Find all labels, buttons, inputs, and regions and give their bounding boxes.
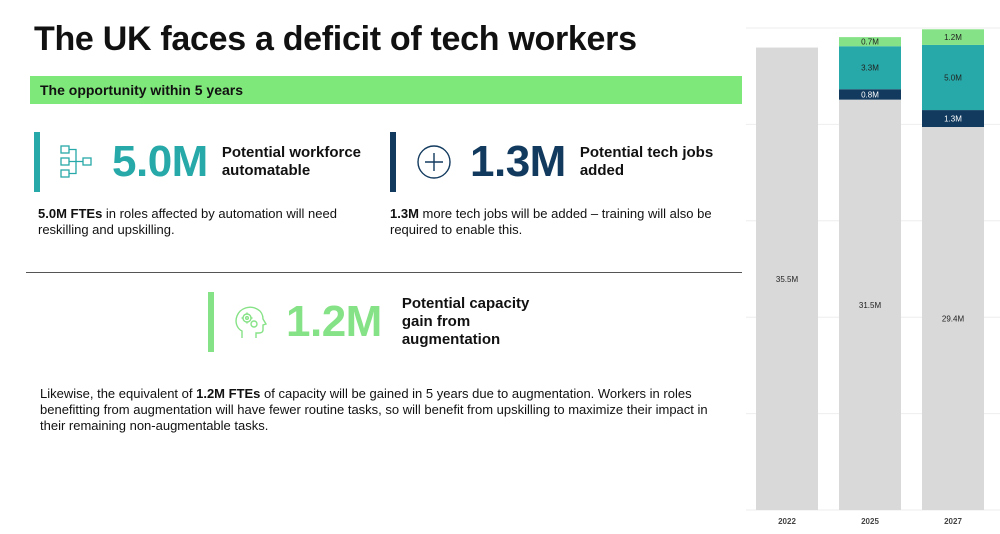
bar-segment xyxy=(839,89,901,100)
x-tick-label: 2022 xyxy=(778,517,796,526)
bar-segment xyxy=(839,37,901,47)
stat-added-label: Potential tech jobs added xyxy=(579,144,714,179)
accent-bar xyxy=(34,132,40,192)
head-gears-icon xyxy=(230,302,270,342)
data-label: 5.0M xyxy=(944,74,962,83)
data-label: 35.5M xyxy=(776,275,799,284)
bar-segment xyxy=(922,44,984,111)
subtitle-banner: The opportunity within 5 years xyxy=(30,76,742,104)
bar-segment xyxy=(922,110,984,128)
stat-augmentation-description: Likewise, the equivalent of 1.2M FTEs of… xyxy=(40,386,708,433)
x-tick-label: 2027 xyxy=(944,517,962,526)
stat-added-value: 1.3M xyxy=(470,137,566,186)
data-label: 0.7M xyxy=(861,38,879,47)
stat-automatable-value: 5.0M xyxy=(112,137,208,186)
x-tick-label: 2025 xyxy=(861,517,879,526)
accent-bar xyxy=(390,132,396,192)
page-title: The UK faces a deficit of tech workers xyxy=(34,20,637,58)
subtitle-text: The opportunity within 5 years xyxy=(40,82,244,98)
data-label: 31.5M xyxy=(859,301,882,310)
flowchart-icon xyxy=(56,142,96,182)
stat-augmentation-label: Potential capacity gain from augmentatio… xyxy=(401,295,530,348)
bar-segment xyxy=(922,127,984,510)
accent-bar xyxy=(208,292,214,352)
bar-segment xyxy=(756,47,818,511)
stat-automatable-description: 5.0M FTEs in roles affected by automatio… xyxy=(38,206,337,237)
stat-added-description: 1.3M more tech jobs will be added – trai… xyxy=(390,206,712,237)
bar-segment xyxy=(839,46,901,90)
data-label: 1.2M xyxy=(944,33,962,42)
bar-segment xyxy=(839,99,901,510)
stat-added: 1.3M Potential tech jobs added xyxy=(390,132,713,192)
stat-augmentation: 1.2M Potential capacity gain from augmen… xyxy=(208,292,529,352)
data-label: 0.8M xyxy=(861,90,879,99)
plus-circle-icon xyxy=(414,142,454,182)
bar-segment xyxy=(922,29,984,45)
section-divider xyxy=(26,272,742,273)
data-label: 1.3M xyxy=(944,115,962,124)
stat-augmentation-value: 1.2M xyxy=(286,297,382,346)
stat-automatable: 5.0M Potential workforce automatable xyxy=(34,132,361,192)
data-label: 3.3M xyxy=(861,64,879,73)
workforce-stacked-bar-chart: 35.5M 2022 31.5M 0.8M 3.3M 0.7M 2025 29.4M 1.3M 5… xyxy=(746,27,1000,526)
stat-automatable-label: Potential workforce automatable xyxy=(221,144,362,179)
data-label: 29.4M xyxy=(942,315,965,324)
